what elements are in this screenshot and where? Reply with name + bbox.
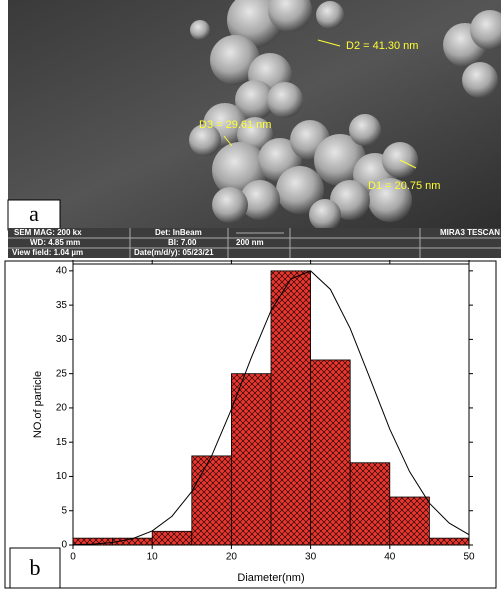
info-text: Det: InBeam — [155, 228, 202, 237]
info-text: View field: 1.04 µm — [12, 248, 83, 257]
info-text: WD: 4.85 mm — [30, 238, 80, 247]
y-tick-label: 40 — [56, 265, 68, 276]
x-tick-label: 0 — [70, 552, 76, 563]
info-text: BI: 7.00 — [168, 238, 197, 247]
x-tick-label: 10 — [147, 552, 159, 563]
bar — [192, 456, 232, 545]
histogram-panel: 0 5 10 15 20 25 30 35 40 0 10 20 30 40 50 Diameter(nm) N… — [5, 260, 496, 588]
measurement: D1 = 20.75 nm — [368, 180, 440, 192]
y-tick-label: 30 — [56, 334, 68, 345]
x-tick-label: 30 — [305, 552, 317, 563]
bar — [152, 531, 192, 545]
x-tick-label: 50 — [463, 552, 475, 563]
panel-label: b — [30, 555, 41, 580]
y-axis-title: NO.of particle — [32, 371, 44, 438]
y-tick-label: 5 — [61, 505, 67, 516]
info-text: 200 nm — [236, 238, 264, 247]
panel-label: a — [29, 201, 39, 226]
info-text: Date(m/d/y): 05/23/21 — [134, 248, 214, 257]
x-tick-label: 40 — [384, 552, 396, 563]
measurement: D2 = 41.30 nm — [346, 40, 418, 52]
bar — [231, 374, 271, 545]
bar — [311, 360, 351, 545]
bar — [429, 538, 469, 545]
y-tick-label: 25 — [56, 368, 68, 379]
x-tick-label: 20 — [226, 552, 238, 563]
y-tick-label: 20 — [56, 403, 68, 414]
y-tick-label: 10 — [56, 471, 68, 482]
sem-panel: D2 = 41.30 nm D3 = 29.61 nm D1 = 20.75 n… — [8, 0, 501, 258]
bar — [271, 271, 311, 545]
y-tick-label: 0 — [61, 540, 67, 551]
bar — [390, 497, 430, 545]
page: {"sem_image": {"label": "a", "measuremen… — [0, 0, 501, 590]
y-tick-label: 35 — [56, 300, 68, 311]
x-axis-title: Diameter(nm) — [237, 572, 304, 584]
info-text: MIRA3 TESCAN — [440, 228, 500, 237]
figure: D2 = 41.30 nm D3 = 29.61 nm D1 = 20.75 n… — [0, 0, 501, 590]
bar — [350, 463, 390, 545]
measurement: D3 = 29.61 nm — [199, 119, 271, 131]
y-tick-label: 15 — [56, 437, 68, 448]
info-text: SEM MAG: 200 kx — [14, 228, 82, 237]
